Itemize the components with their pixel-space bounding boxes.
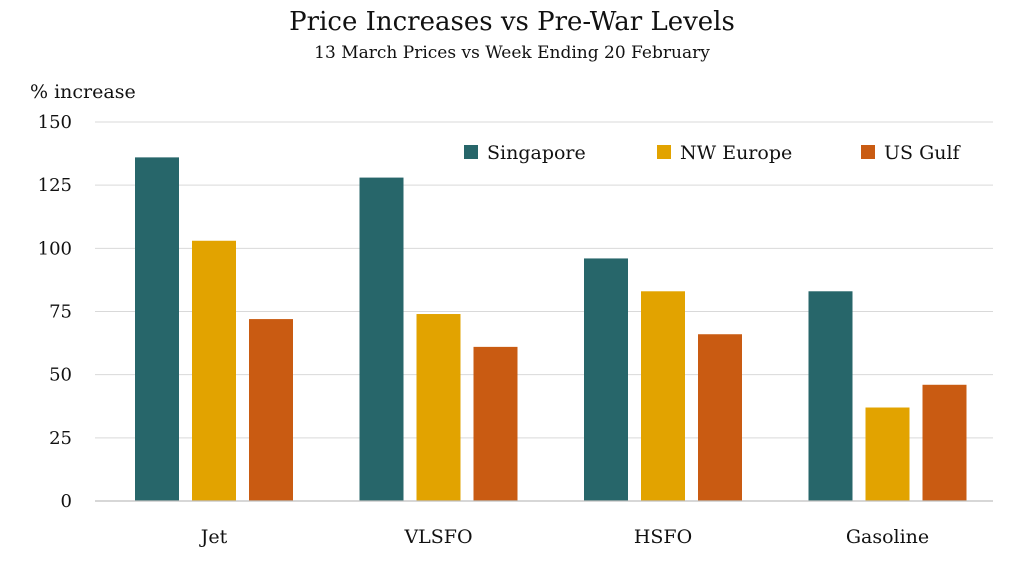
bar-gasoline-nw-europe <box>865 407 910 501</box>
legend-label: NW Europe <box>680 142 792 164</box>
legend-label: Singapore <box>487 142 586 164</box>
legend-swatch <box>464 145 478 159</box>
bar-vlsfo-nw-europe <box>416 314 461 501</box>
chart-subtitle: 13 March Prices vs Week Ending 20 Februa… <box>314 43 710 63</box>
bar-vlsfo-us-gulf <box>473 346 518 501</box>
bar-hsfo-nw-europe <box>641 291 685 501</box>
y-tick-label: 150 <box>38 112 72 133</box>
bar-hsfo-singapore <box>584 258 628 501</box>
x-tick-labels: Jet VLSFO HSFO Gasoline <box>199 526 929 548</box>
y-tick-labels: 0 25 50 75 100 125 150 <box>38 112 72 512</box>
y-tick-label: 100 <box>38 238 72 259</box>
y-tick-label: 125 <box>38 175 72 196</box>
bar-gasoline-us-gulf <box>922 384 967 501</box>
y-tick-label: 25 <box>49 428 72 449</box>
legend: Singapore NW Europe US Gulf <box>464 142 962 164</box>
y-tick-label: 75 <box>49 302 72 323</box>
x-tick-label: HSFO <box>634 526 692 548</box>
bar-jet-singapore <box>135 157 179 501</box>
bar-jet-us-gulf <box>249 319 293 501</box>
bars <box>135 157 967 501</box>
legend-label: US Gulf <box>884 142 962 164</box>
legend-swatch <box>657 145 671 159</box>
y-axis-label: % increase <box>30 81 136 103</box>
bar-jet-nw-europe <box>192 240 236 501</box>
legend-swatch <box>861 145 875 159</box>
chart-title: Price Increases vs Pre-War Levels <box>289 7 735 37</box>
bar-hsfo-us-gulf <box>698 334 742 501</box>
x-tick-label: Jet <box>199 526 228 548</box>
bar-vlsfo-singapore <box>359 177 404 501</box>
y-tick-label: 0 <box>61 491 72 512</box>
bar-gasoline-singapore <box>808 291 853 501</box>
y-tick-label: 50 <box>49 365 72 386</box>
x-tick-label: Gasoline <box>846 526 929 548</box>
x-tick-label: VLSFO <box>403 526 472 548</box>
